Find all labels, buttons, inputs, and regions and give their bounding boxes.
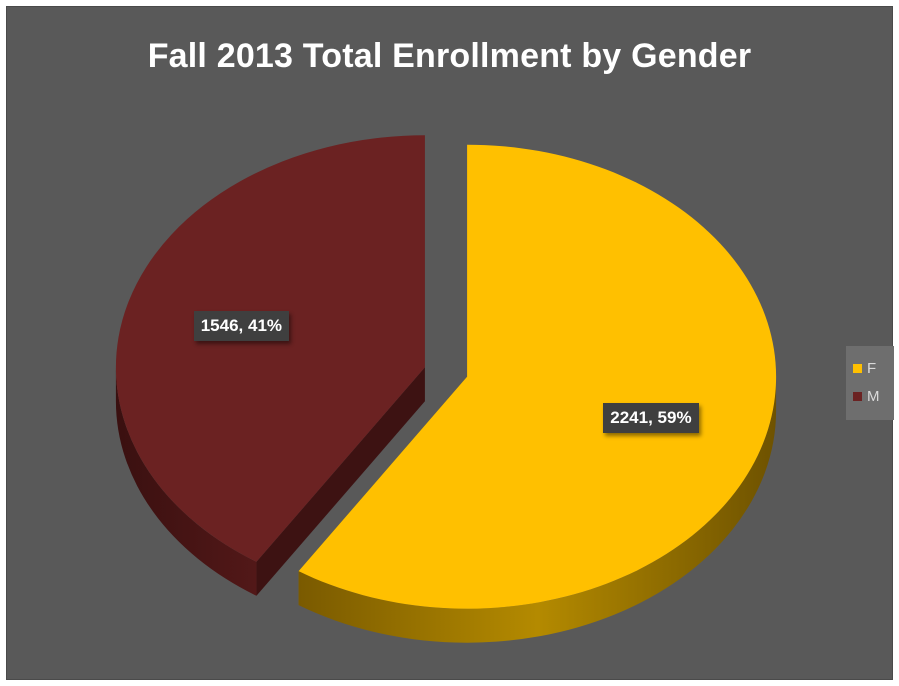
- data-label-m: 1546, 41%: [193, 311, 290, 342]
- slice-m: [115, 135, 425, 562]
- legend-swatch-m: [853, 391, 862, 401]
- legend: F M: [846, 346, 894, 420]
- slice-f: [298, 144, 777, 609]
- legend-label-f: F: [867, 359, 877, 377]
- slice-f-side: [298, 376, 777, 643]
- legend-item-m: M: [846, 382, 894, 410]
- slice-m-side: [115, 367, 257, 596]
- legend-label-m: M: [867, 387, 880, 405]
- legend-item-f: F: [846, 354, 894, 382]
- slice-m-wall-start: [256, 367, 425, 596]
- chart-title: Fall 2013 Total Enrollment by Gender: [147, 37, 752, 75]
- data-label-f: 2241, 59%: [603, 402, 699, 433]
- legend-swatch-f: [853, 363, 862, 373]
